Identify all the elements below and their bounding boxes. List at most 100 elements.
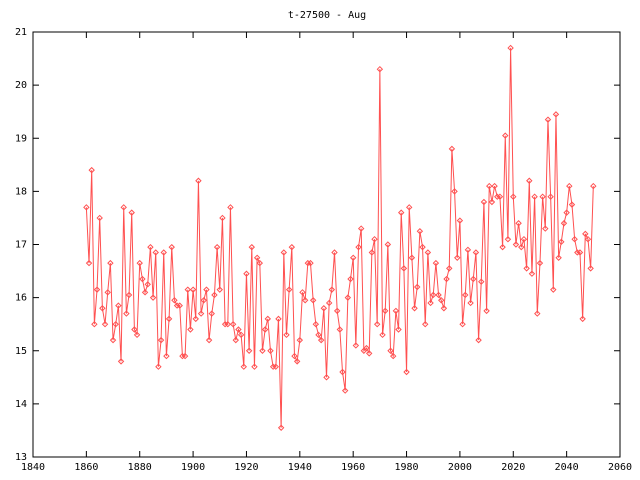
data-point [176,302,183,309]
data-point [99,305,106,312]
data-point [101,320,109,328]
data-point [123,310,130,317]
data-point [510,193,517,200]
x-tick-label: 1960 [341,462,365,473]
data-point [283,331,290,339]
data-point [104,289,111,296]
data-point [301,297,309,304]
data-point [355,243,362,251]
data-point [195,177,202,184]
data-point [512,241,520,248]
x-tick-label: 1940 [288,462,312,473]
data-point [379,331,386,339]
data-point [256,259,264,267]
data-point [293,358,301,365]
data-point [149,294,157,301]
x-tick-label: 1880 [128,462,152,473]
data-point [251,363,258,370]
data-point [520,235,528,243]
data-point [208,310,215,317]
data-point [392,307,400,315]
data-point [331,249,338,256]
data-point [229,320,237,328]
data-point [307,259,314,267]
data-point [341,387,349,394]
data-point [232,336,239,344]
data-point [267,347,274,354]
data-point [187,326,194,333]
data-point [582,230,589,238]
data-point [523,265,530,272]
data-point [128,209,135,216]
data-point [107,259,114,267]
data-point [168,243,175,251]
data-point [317,336,325,344]
data-point [555,254,562,261]
data-point [235,326,242,333]
data-point [491,182,498,190]
data-point [85,259,93,267]
data-point [384,241,392,248]
data-point [398,209,405,216]
y-tick-label: 20 [15,80,27,91]
data-point [568,201,576,208]
data-point [157,336,165,344]
data-point [91,320,98,328]
data-point [197,310,205,317]
data-point [245,347,253,354]
data-point [403,368,410,376]
data-point [109,336,117,344]
data-point [213,243,221,251]
x-tick-label: 1860 [74,462,98,473]
data-point [219,214,226,222]
data-point [422,320,429,328]
data-point [248,243,255,251]
data-point [205,336,213,344]
data-point [227,204,234,211]
y-tick-label: 21 [15,27,27,38]
x-tick-label: 2000 [448,462,472,473]
data-point [566,182,573,190]
data-point [253,254,261,261]
data-point [587,265,594,272]
data-point [147,243,154,251]
data-point [424,249,432,256]
data-point [467,299,474,307]
y-tick-label: 14 [15,399,27,410]
data-point [462,291,469,299]
data-point [496,193,504,200]
data-point [133,331,141,339]
data-point [136,259,143,267]
data-point [224,320,231,328]
data-point [344,294,352,301]
data-point [563,209,570,216]
data-point [323,374,330,381]
data-point [499,243,506,251]
data-point [579,315,586,323]
data-point [470,275,477,283]
data-point [96,214,103,222]
data-point [486,182,493,190]
data-point [152,249,159,256]
x-tick-label: 1900 [181,462,205,473]
data-point [547,193,554,200]
data-point [347,275,354,283]
data-point [83,204,90,211]
data-point [264,315,272,323]
data-point [155,363,162,370]
data-point [320,305,328,312]
data-point [464,246,472,254]
y-tick-label: 19 [15,133,27,144]
data-point [333,307,341,315]
data-point [408,254,416,261]
data-point [237,331,245,339]
data-point [88,166,95,174]
data-point [125,291,133,299]
data-point [387,347,394,354]
y-tick-label: 17 [15,240,27,251]
data-point [483,307,490,315]
y-tick-label: 18 [15,186,27,197]
data-point [243,270,250,277]
data-point [542,225,549,232]
